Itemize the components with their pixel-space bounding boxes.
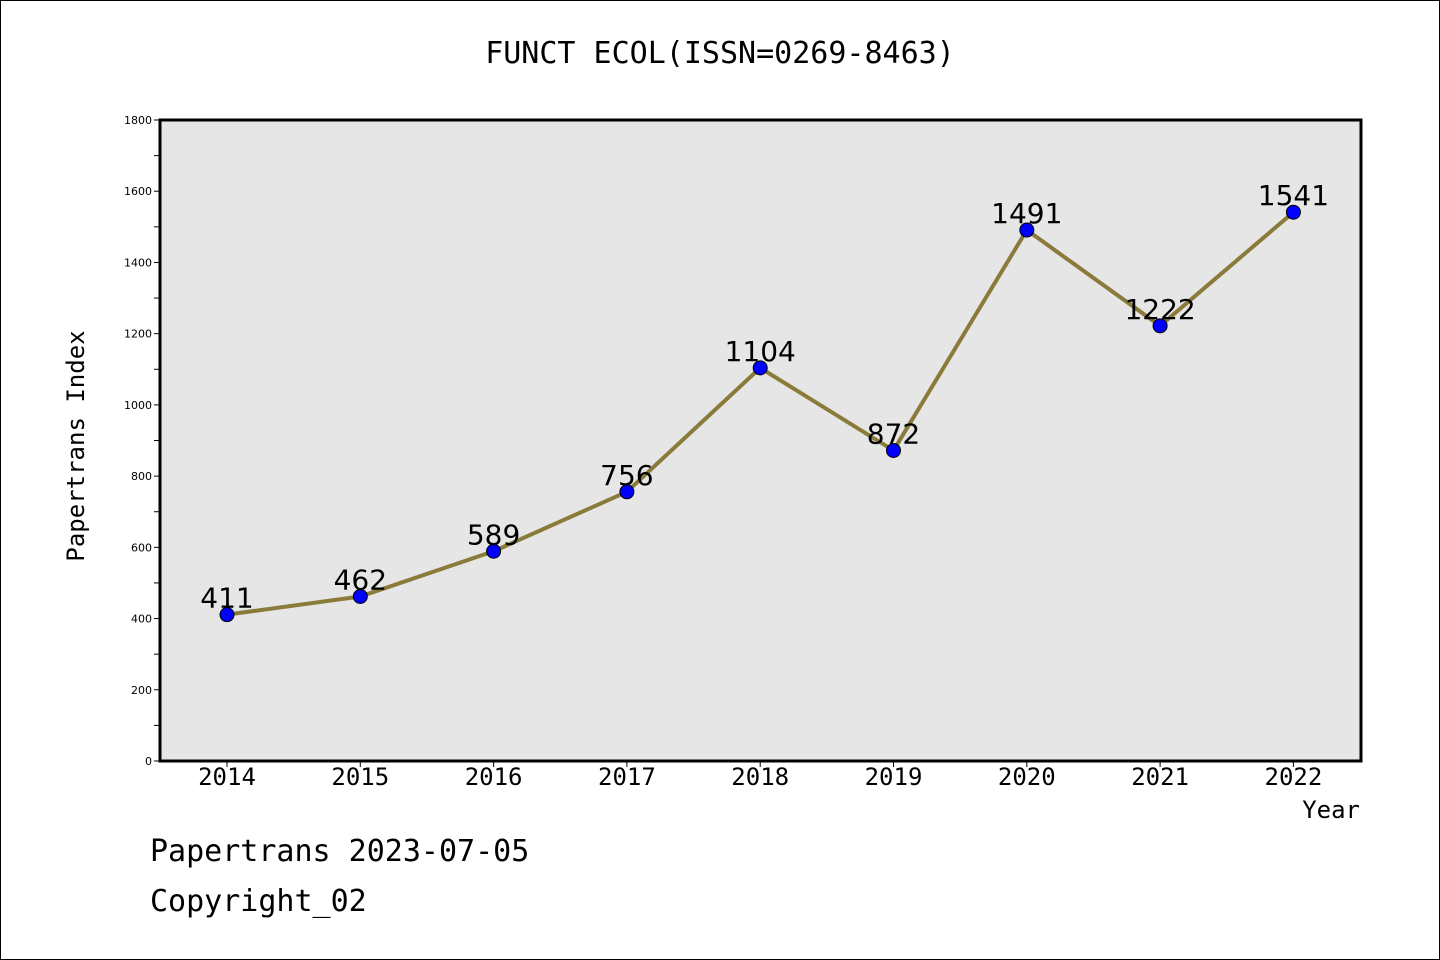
markers-group [219, 204, 1301, 623]
x-axis: 2014 2015 2016 2017 2018 2019 2020 2021 2022 [198, 761, 1322, 791]
y-tick-label: 1000 [124, 399, 152, 412]
data-point-marker [1019, 222, 1035, 238]
x-tick-label: 2017 [598, 763, 656, 791]
data-label: 589 [467, 518, 520, 551]
x-tick-label: 2022 [1265, 763, 1323, 791]
data-label: 411 [200, 582, 253, 615]
x-tick-label: 2015 [331, 763, 389, 791]
y-tick-label: 1200 [124, 328, 152, 341]
data-point-marker [1285, 204, 1301, 220]
y-tick-label: 200 [131, 684, 152, 697]
data-point-marker [486, 543, 502, 559]
y-tick-label: 1600 [124, 185, 152, 198]
y-axis: 0 200 400 600 800 1000 1200 1400 1600 1800 [124, 114, 160, 768]
data-point-marker [1152, 318, 1168, 334]
y-tick-label: 400 [131, 613, 152, 626]
x-tick-label: 2016 [465, 763, 523, 791]
plot-area [158, 118, 1363, 763]
chart-title: FUNCT ECOL(ISSN=0269-8463) [485, 36, 955, 71]
y-tick-label: 0 [145, 755, 152, 768]
x-tick-label: 2014 [198, 763, 256, 791]
footer-copyright: Copyright_02 [150, 884, 367, 919]
data-label: 756 [600, 459, 653, 492]
data-label: 1491 [991, 197, 1062, 230]
data-point-marker [752, 360, 768, 376]
data-labels-group: 411 462 589 756 1104 872 1491 1222 1541 [200, 179, 1329, 614]
x-axis-label: Year [1302, 796, 1360, 824]
x-tick-label: 2018 [731, 763, 789, 791]
footer-date: Papertrans 2023-07-05 [150, 834, 530, 869]
y-tick-label: 1800 [124, 114, 152, 127]
data-point-marker [219, 607, 235, 623]
data-label: 1541 [1258, 179, 1329, 212]
data-label: 1222 [1124, 293, 1195, 326]
x-tick-label: 2019 [865, 763, 923, 791]
y-tick-label: 600 [131, 541, 152, 554]
y-tick-label: 800 [131, 470, 152, 483]
y-tick-label: 1400 [124, 256, 152, 269]
data-point-marker [886, 442, 901, 458]
x-tick-label: 2020 [998, 763, 1056, 791]
x-tick-label: 2021 [1131, 763, 1189, 791]
data-point-marker [619, 484, 635, 500]
data-label: 872 [867, 417, 920, 450]
data-point-marker [352, 588, 368, 604]
data-label: 462 [334, 563, 387, 596]
data-label: 1104 [725, 335, 796, 368]
